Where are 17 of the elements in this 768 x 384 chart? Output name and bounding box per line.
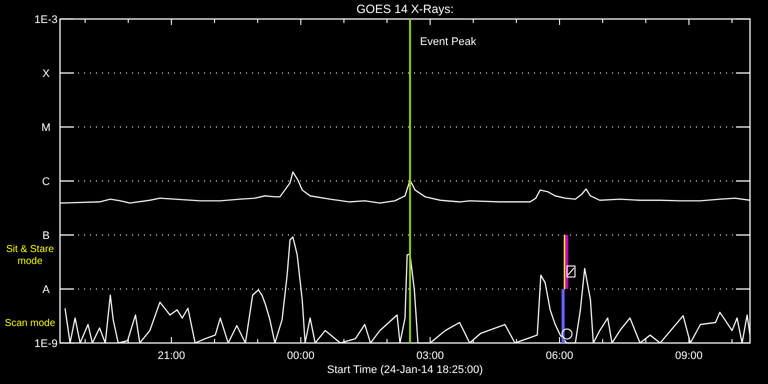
chart-title: GOES 14 X-Rays: [356, 2, 454, 16]
y-tick-label: X [42, 68, 50, 80]
y-tick-label: M [41, 122, 51, 134]
x-tick-label: 21:00 [158, 350, 186, 362]
text: Sit & Stare mode [6, 244, 54, 267]
y-tick-label: A [42, 284, 50, 296]
x-tick-label: 09:00 [675, 350, 703, 362]
y-tick-label: 1E-9 [34, 338, 58, 350]
x-axis-title: Start Time (24-Jan-14 18:25:00) [327, 364, 483, 376]
y-tick-label: B [42, 230, 50, 242]
x-tick-label: 03:00 [416, 350, 444, 362]
x-tick-label: 06:00 [546, 350, 574, 362]
y-tick-label: C [42, 176, 50, 188]
ref-line-label: Event Peak [420, 36, 477, 48]
y-tick-label: 1E-3 [34, 14, 58, 26]
x-tick-label: 00:00 [287, 350, 315, 362]
text: Scan mode [4, 318, 56, 329]
